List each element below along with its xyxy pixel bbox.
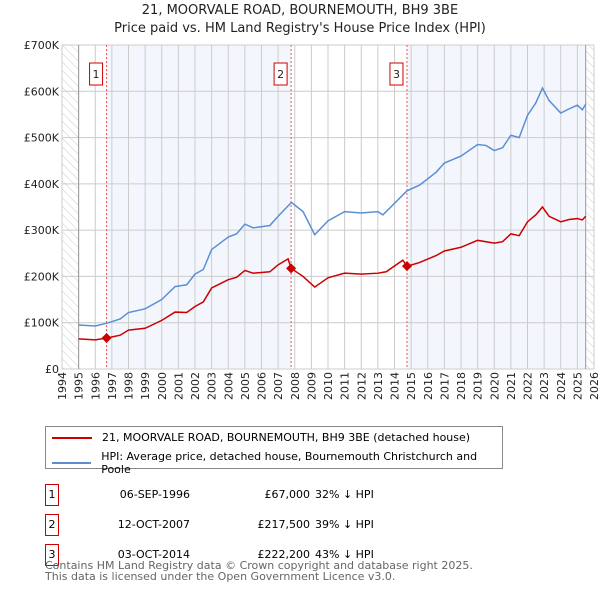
y-tick-label: £0 [45,363,59,376]
legend-red-line [52,436,92,439]
legend-blue-line [52,462,92,464]
sale-label: 2 [277,68,284,81]
x-tick-label: 2007 [272,372,285,400]
x-tick-label: 2000 [156,372,169,400]
transaction-row: 1 06-SEP-1996 £67,000 32% ↓ HPI [45,484,445,506]
sale-label-box [273,62,288,86]
marker-badge: 1 [45,484,59,506]
sale-label: 1 [93,68,100,81]
chart-subtitle: Price paid vs. HM Land Registry's House … [114,21,486,36]
footer: Contains HM Land Registry data © Crown c… [45,560,473,582]
shaded-period [406,45,586,369]
transaction-price: £217,500 [257,518,311,531]
marker-badge: 2 [45,514,59,536]
transaction-hpi: 43% ↓ HPI [315,548,374,561]
x-tick-label: 1999 [139,372,152,400]
transaction-date: 03-OCT-2014 [117,548,190,561]
footer-line: Contains HM Land Registry data © Crown c… [45,559,473,572]
marker-badge: 3 [45,544,59,566]
chart: £0 £100K £200K £300K £400K £500K £600K £700K 199… [24,39,600,400]
x-tick-label: 2016 [422,372,435,400]
x-tick-label: 2020 [488,372,501,400]
x-tick-label: 2021 [505,372,518,400]
x-tick-label: 1995 [73,372,86,400]
y-tick-label: £400K [24,178,60,191]
x-tick-label: 2004 [222,372,235,400]
y-tick-label: £700K [24,39,60,52]
legend-label-hpi: HPI: Average price, detached house, Bour… [101,450,478,476]
y-tick-label: £100K [24,317,60,330]
hatched-region [62,45,79,369]
x-tick-label: 2002 [189,372,202,400]
x-tick-label: 2015 [405,372,418,400]
x-tick-label: 2022 [522,372,535,400]
shaded-period [106,45,292,369]
transaction-price: £222,200 [257,548,311,561]
x-tick-label: 2024 [555,372,568,400]
x-tick-label: 2012 [355,372,368,400]
x-tick-label: 2017 [438,372,451,400]
series-line [78,86,587,327]
series-line [78,205,587,341]
y-tick-label: £200K [24,270,60,283]
transaction-row: 3 03-OCT-2014 £222,200 43% ↓ HPI [45,544,445,566]
x-tick-label: 2005 [239,372,252,400]
hatched-region [585,45,594,369]
x-tick-label: 1998 [123,372,136,400]
sale-label-box [389,62,404,86]
x-tick-label: 2010 [322,372,335,400]
x-tick-label: 1994 [56,372,69,400]
sale-label: 3 [393,68,400,81]
transaction-hpi: 39% ↓ HPI [315,518,374,531]
x-tick-label: 2026 [588,372,600,400]
transaction-date: 12-OCT-2007 [117,518,190,531]
sale-point [101,332,112,343]
x-tick-label: 2008 [289,372,302,400]
sale-label-box [89,62,104,86]
x-tick-label: 2009 [305,372,318,400]
transaction-date: 06-SEP-1996 [119,488,190,501]
chart-title: 21, MOORVALE ROAD, BOURNEMOUTH, BH9 3BE [141,3,459,18]
x-tick-label: 2023 [538,372,551,400]
x-tick-label: 2014 [389,372,402,400]
footer-line: This data is licensed under the Open Gov… [45,570,396,583]
transaction-price: £67,000 [264,488,311,501]
x-tick-label: 2011 [339,372,352,400]
transaction-row: 2 12-OCT-2007 £217,500 39% ↓ HPI [45,514,445,536]
x-tick-label: 2006 [256,372,269,400]
x-tick-label: 2019 [472,372,485,400]
sale-point [286,263,297,274]
y-tick-label: £600K [24,85,60,98]
x-tick-label: 2025 [571,372,584,400]
x-tick-label: 1997 [106,372,119,400]
legend: 21, MOORVALE ROAD, BOURNEMOUTH, BH9 3BE … [45,426,503,476]
legend-label-property: 21, MOORVALE ROAD, BOURNEMOUTH, BH9 3BE … [102,431,471,444]
x-tick-label: 2013 [372,372,385,400]
x-tick-label: 2001 [172,372,185,400]
y-tick-label: £500K [24,132,60,145]
y-tick-label: £300K [24,224,60,237]
sale-point [401,261,412,272]
x-tick-label: 2003 [206,372,219,400]
x-tick-label: 1996 [89,372,102,400]
x-tick-label: 2018 [455,372,468,400]
transaction-hpi: 32% ↓ HPI [315,488,374,501]
